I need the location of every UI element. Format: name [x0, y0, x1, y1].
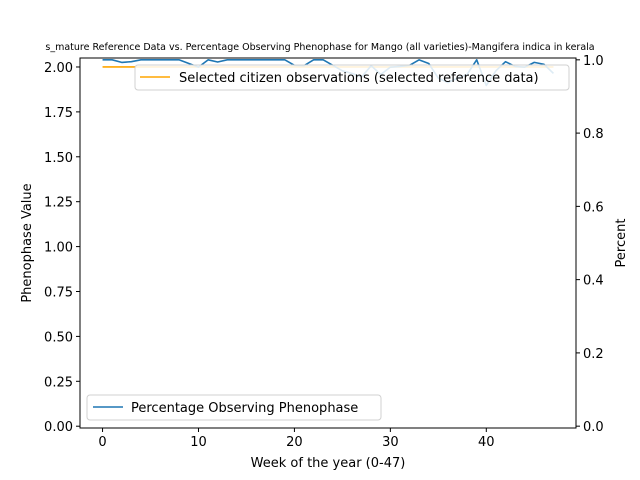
y2-tick-label: 0.4: [583, 274, 604, 289]
plot-frame: [79, 57, 577, 429]
y-axis-label: Phenophase Value: [20, 183, 35, 302]
x-axis-label: Week of the year (0-47): [251, 456, 406, 471]
y2-tick-label: 0.2: [583, 347, 604, 362]
y-tick-label: 0.25: [44, 375, 73, 390]
y-tick-label: 1.75: [44, 106, 73, 121]
y2-axis-ticks: 0.0 0.2 0.4 0.6 0.8 1.0: [576, 54, 604, 435]
x-axis-ticks: 0 10 20 30 40: [98, 428, 495, 450]
y-tick-label: 1.50: [44, 151, 73, 166]
y-tick-label: 0.00: [44, 420, 73, 435]
y2-tick-label: 1.0: [583, 54, 604, 69]
y-tick-label: 0.50: [44, 330, 73, 345]
chart-title: s_mature Reference Data vs. Percentage O…: [45, 42, 594, 53]
legend-label-percentage: Percentage Observing Phenophase: [131, 401, 358, 416]
x-tick-label: 20: [286, 435, 303, 450]
y2-tick-label: 0.8: [583, 127, 604, 142]
y-tick-label: 1.00: [44, 241, 73, 256]
x-tick-label: 40: [478, 435, 495, 450]
y2-tick-label: 0.6: [583, 200, 604, 215]
y2-tick-label: 0.0: [583, 420, 604, 435]
legend-upper-right: Selected citizen observations (selected …: [134, 64, 570, 91]
x-tick-label: 30: [382, 435, 399, 450]
y-tick-label: 2.00: [44, 61, 73, 76]
y-axis-ticks: 0.00 0.25 0.50 0.75 1.00 1.25 1.50 1.75 2.00: [44, 61, 80, 435]
series-line-percentage: [102, 59, 555, 87]
y-tick-label: 1.25: [44, 196, 73, 211]
x-tick-label: 0: [98, 435, 106, 450]
y-tick-label: 0.75: [44, 285, 73, 300]
x-tick-label: 10: [190, 435, 207, 450]
legend-lower-left: Percentage Observing Phenophase: [86, 394, 382, 421]
legend-label-reference: Selected citizen observations (selected …: [179, 71, 539, 86]
y2-axis-label: Percent: [614, 219, 629, 268]
